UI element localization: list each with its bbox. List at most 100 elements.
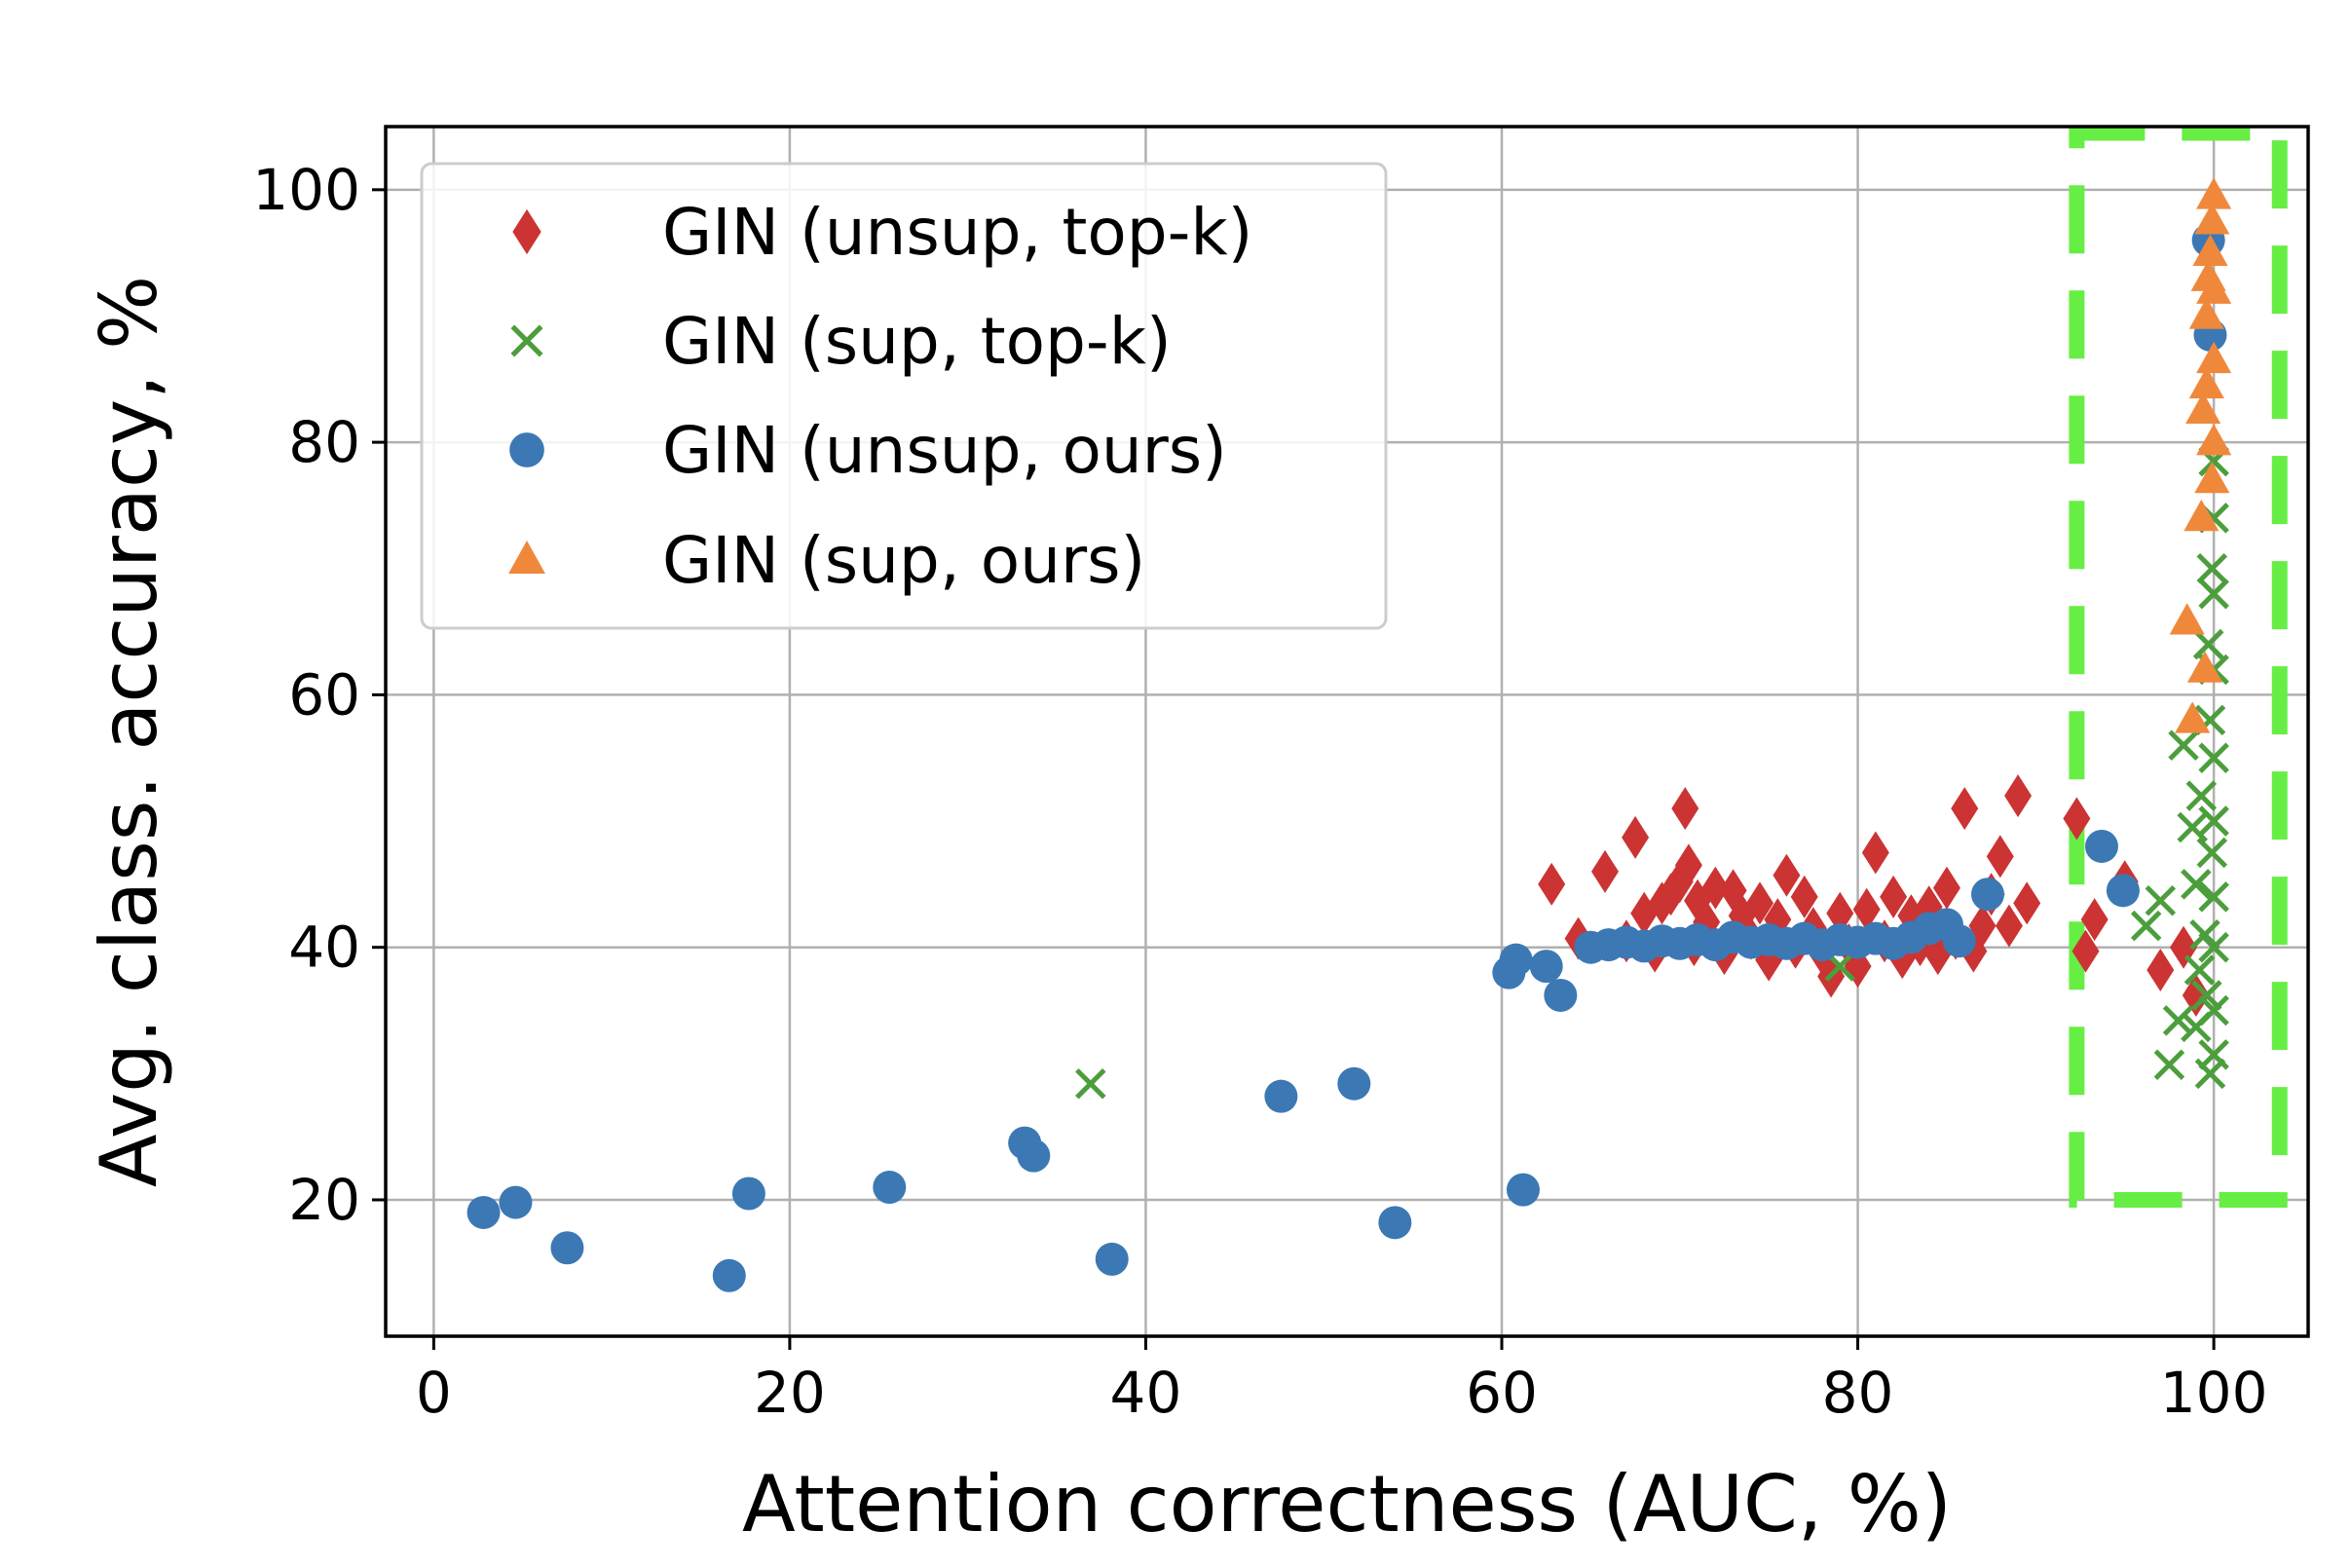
data-point <box>2181 869 2212 900</box>
y-tick-label: 80 <box>288 409 360 475</box>
data-point <box>1075 1067 1106 1100</box>
legend-label-1: GIN (sup, top-k) <box>662 304 1172 379</box>
data-point <box>1622 815 1650 859</box>
data-point <box>1773 853 1801 897</box>
y-tick-label: 20 <box>288 1167 360 1233</box>
data-point <box>1506 1173 1540 1207</box>
data-point <box>1880 875 1908 918</box>
data-point <box>1529 950 1563 984</box>
data-point <box>2183 499 2220 532</box>
data-point <box>2106 874 2140 908</box>
data-point <box>550 1231 584 1265</box>
legend-frame <box>420 162 1388 630</box>
series-3 <box>2169 177 2232 733</box>
legend-label-2: GIN (unsup, ours) <box>662 413 1227 488</box>
y-tick-label: 60 <box>288 661 360 728</box>
x-tick-label: 80 <box>1822 1360 1894 1426</box>
data-points <box>466 177 2232 1292</box>
data-point <box>2004 774 2033 818</box>
legend: GIN (unsup, top-k) GIN (sup, top-k) GIN (u… <box>420 162 1388 630</box>
data-point <box>1942 924 1976 958</box>
highlight-box-layer <box>2069 125 2288 1208</box>
data-point <box>1544 978 1578 1012</box>
data-point <box>2196 552 2228 584</box>
data-point <box>466 1195 501 1229</box>
data-point <box>1995 904 2023 948</box>
legend-marker-0 <box>512 208 541 255</box>
data-point <box>1861 831 1889 875</box>
data-point <box>2196 177 2232 209</box>
data-point <box>2013 881 2041 925</box>
data-point <box>2191 980 2222 1011</box>
data-point <box>1951 787 1979 831</box>
x-axis-label: Attention correctness (AUC, %) <box>742 1459 1952 1549</box>
data-point <box>2188 297 2224 329</box>
data-point <box>2196 341 2232 374</box>
data-point <box>1674 843 1702 887</box>
data-point <box>1095 1242 1129 1276</box>
data-point <box>1932 866 1960 910</box>
data-point <box>2198 881 2229 913</box>
data-point <box>499 1185 533 1219</box>
data-point <box>2145 884 2177 916</box>
data-point <box>2198 742 2229 773</box>
y-axis-label: Avg. class. accuracy, % <box>84 276 174 1187</box>
data-point <box>2130 910 2162 942</box>
data-point <box>1968 904 1996 948</box>
plot-frame <box>384 125 2310 1338</box>
data-point <box>2146 949 2175 992</box>
data-point <box>731 1176 765 1211</box>
data-point <box>2196 837 2228 869</box>
data-point <box>2186 651 2223 683</box>
data-point <box>1337 1066 1371 1101</box>
x-tick-label: 20 <box>754 1360 826 1426</box>
data-point <box>2084 829 2118 863</box>
data-point <box>712 1258 746 1292</box>
data-point <box>2196 424 2232 456</box>
series-2 <box>466 223 2227 1292</box>
x-tick-label: 0 <box>416 1360 452 1426</box>
x-tick-label: 40 <box>1110 1360 1182 1426</box>
axis-ticks: 0 20 40 60 80 100 20 40 60 80 100 <box>252 157 2267 1426</box>
data-point <box>2198 578 2229 610</box>
legend-label-3: GIN (sup, ours) <box>662 523 1145 598</box>
data-point <box>2182 973 2210 1017</box>
data-point <box>1701 866 1730 910</box>
data-point <box>2185 392 2221 425</box>
data-point <box>1971 877 2004 912</box>
data-point <box>1378 1206 1412 1240</box>
data-point <box>2192 234 2228 266</box>
data-point <box>2198 1039 2229 1070</box>
x-tick-label: 100 <box>2160 1360 2268 1426</box>
data-point <box>2198 931 2229 963</box>
data-point <box>2198 994 2229 1027</box>
series-1 <box>1075 445 2229 1100</box>
data-point <box>2194 462 2230 494</box>
data-point <box>1017 1139 1051 1173</box>
data-point <box>2162 1005 2194 1036</box>
data-point <box>2196 272 2232 304</box>
data-point <box>1746 881 1774 925</box>
data-point <box>1591 849 1620 893</box>
legend-marker-2 <box>509 432 544 467</box>
data-point <box>1852 887 1881 931</box>
data-point <box>2063 797 2091 840</box>
x-tick-label: 60 <box>1466 1360 1538 1426</box>
data-point <box>2169 603 2205 635</box>
data-point <box>2177 811 2208 843</box>
data-point <box>2080 898 2108 942</box>
data-point <box>2183 954 2216 986</box>
y-tick-label: 40 <box>288 915 360 981</box>
data-point <box>1538 862 1566 906</box>
data-point <box>2188 366 2224 399</box>
data-point <box>1499 943 1533 977</box>
data-point <box>1790 875 1818 918</box>
data-point <box>2198 805 2229 837</box>
data-point <box>2153 1049 2185 1081</box>
data-point <box>2192 628 2224 660</box>
data-point <box>2071 929 2100 973</box>
legend-marker-1 <box>510 324 543 357</box>
legend-marker-3 <box>508 541 545 574</box>
data-point <box>873 1171 907 1205</box>
